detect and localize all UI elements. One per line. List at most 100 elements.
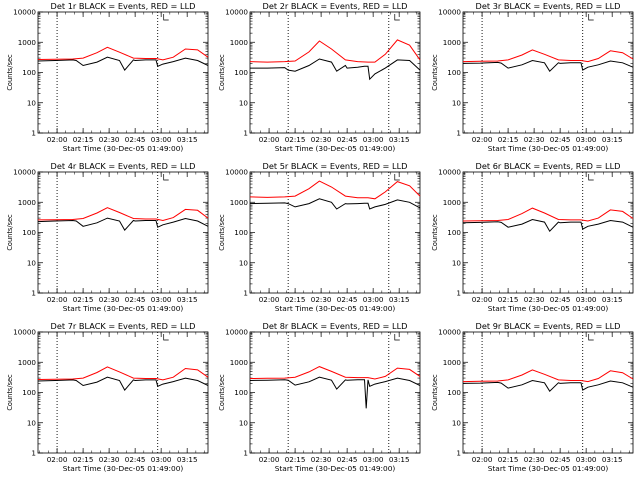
corner-mark [163, 14, 169, 21]
plot-frame [37, 171, 209, 294]
corner-mark [163, 174, 169, 181]
xtick-label: 03:15 [389, 135, 410, 144]
plot-frame [462, 11, 634, 134]
ytick-label: 100 [447, 68, 461, 77]
series-lld-line [37, 366, 209, 381]
series-events-line [37, 376, 209, 391]
chart-title: Det 3r BLACK = Events, RED = LLD [476, 1, 621, 11]
xtick-label: 02:15 [498, 135, 519, 144]
ytick-label: 1000 [230, 358, 249, 367]
xtick-label: 03:15 [177, 135, 198, 144]
series-lld-line [37, 46, 209, 61]
xtick-label: 03:00 [576, 295, 597, 304]
xtick-label: 02:00 [259, 135, 280, 144]
series-events-line [249, 198, 421, 210]
xtick-label: 03:15 [389, 295, 410, 304]
series-events-line [462, 59, 634, 72]
panel-3: Det 3r BLACK = Events, RED = LLD 1 10 100 10… [431, 1, 634, 153]
ytick-label: 100 [22, 68, 36, 77]
panel-1: Det 1r BLACK = Events, RED = LLD 1 10 100 10… [6, 1, 209, 153]
ytick-label: 1000 [443, 358, 462, 367]
ytick-label: 1 [243, 129, 248, 138]
ytick-label: 1 [456, 129, 461, 138]
y-axis-label: Counts/sec [431, 374, 439, 411]
ytick-label: 1000 [230, 38, 249, 47]
xtick-label: 02:30 [99, 455, 120, 464]
xtick-label: 02:15 [285, 455, 306, 464]
xtick-label: 02:15 [73, 455, 94, 464]
x-axis-label: Start Time (30-Dec-05 01:49:00) [275, 304, 396, 313]
ytick-label: 1 [31, 289, 36, 298]
xtick-label: 03:00 [151, 135, 172, 144]
y-axis-label: Counts/sec [6, 374, 14, 411]
ytick-label: 10 [27, 258, 37, 267]
chart-title: Det 8r BLACK = Events, RED = LLD [263, 321, 408, 331]
series-lld-line [462, 207, 634, 222]
xtick-label: 03:00 [151, 455, 172, 464]
xtick-label: 03:00 [151, 295, 172, 304]
ytick-label: 10000 [438, 168, 461, 177]
xtick-label: 02:15 [498, 455, 519, 464]
xtick-label: 02:00 [472, 455, 493, 464]
ytick-label: 1 [456, 449, 461, 458]
ytick-label: 10 [452, 418, 462, 427]
series-events-line [462, 379, 634, 392]
xtick-label: 02:30 [524, 295, 545, 304]
xtick-label: 02:45 [125, 295, 146, 304]
chart-title: Det 7r BLACK = Events, RED = LLD [51, 321, 196, 331]
ytick-label: 10 [239, 418, 249, 427]
series-events-line [250, 58, 421, 81]
ytick-label: 1 [456, 289, 461, 298]
x-axis-label: Start Time (30-Dec-05 01:49:00) [488, 304, 609, 313]
ytick-label: 1 [31, 129, 36, 138]
xtick-label: 02:30 [524, 455, 545, 464]
xtick-label: 02:30 [99, 295, 120, 304]
series-events-line [462, 218, 634, 233]
x-axis-label: Start Time (30-Dec-05 01:49:00) [63, 304, 184, 313]
chart-title: Det 4r BLACK = Events, RED = LLD [51, 161, 196, 171]
xtick-label: 02:45 [337, 135, 358, 144]
xtick-label: 02:45 [125, 455, 146, 464]
ytick-label: 1000 [443, 38, 462, 47]
ytick-label: 100 [447, 228, 461, 237]
xtick-label: 02:30 [311, 295, 332, 304]
ytick-label: 100 [447, 388, 461, 397]
ytick-label: 10000 [225, 8, 248, 17]
xtick-label: 02:15 [285, 135, 306, 144]
series-events-line [249, 376, 421, 409]
series-lld-line [249, 180, 421, 200]
xtick-label: 03:00 [576, 455, 597, 464]
panel-4: Det 4r BLACK = Events, RED = LLD 1 10 100 10… [6, 161, 209, 313]
xtick-label: 03:00 [576, 135, 597, 144]
ytick-label: 10 [27, 418, 37, 427]
xtick-label: 02:30 [311, 135, 332, 144]
ytick-label: 1000 [230, 198, 249, 207]
y-axis-label: Counts/sec [218, 214, 226, 251]
ytick-label: 1000 [443, 198, 462, 207]
xtick-label: 03:00 [363, 295, 384, 304]
x-axis-label: Start Time (30-Dec-05 01:49:00) [275, 464, 396, 473]
panel-6: Det 6r BLACK = Events, RED = LLD 1 10 100 10… [431, 161, 634, 313]
ytick-label: 10 [239, 258, 249, 267]
ytick-label: 100 [22, 228, 36, 237]
corner-mark [394, 174, 400, 181]
series-events-line [37, 217, 209, 231]
xtick-label: 02:15 [498, 295, 519, 304]
xtick-label: 03:15 [602, 455, 623, 464]
ytick-label: 100 [22, 388, 36, 397]
xtick-label: 02:30 [311, 455, 332, 464]
xtick-label: 02:45 [550, 295, 571, 304]
ytick-label: 10000 [13, 328, 36, 337]
corner-mark [163, 334, 169, 341]
xtick-label: 03:00 [363, 135, 384, 144]
corner-mark [588, 174, 594, 181]
y-axis-label: Counts/sec [431, 214, 439, 251]
xtick-label: 03:15 [177, 295, 198, 304]
xtick-label: 02:30 [99, 135, 120, 144]
corner-mark [394, 334, 400, 341]
ytick-label: 1000 [18, 198, 37, 207]
panel-5: Det 5r BLACK = Events, RED = LLD 1 10 100 10… [218, 161, 421, 313]
xtick-label: 02:15 [73, 135, 94, 144]
xtick-label: 02:30 [524, 135, 545, 144]
ytick-label: 10000 [225, 168, 248, 177]
